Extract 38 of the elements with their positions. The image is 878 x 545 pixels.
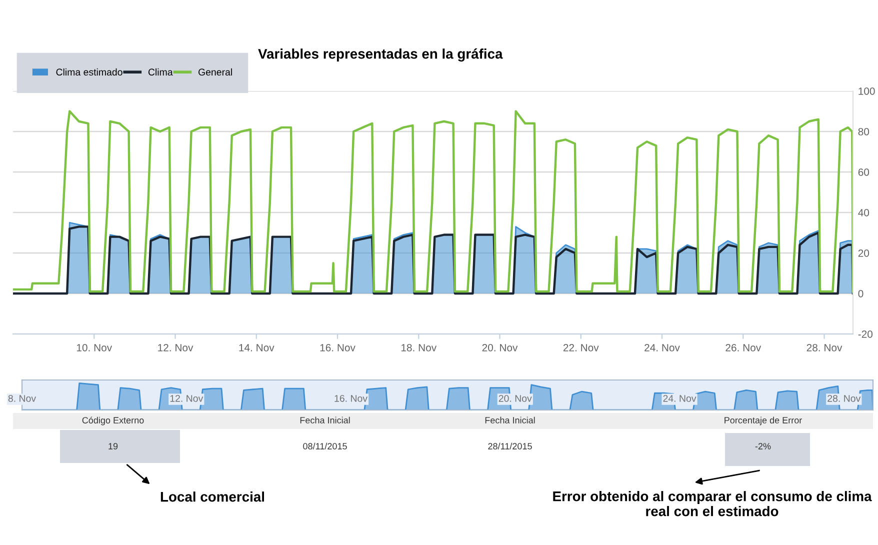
- line-series: [13, 110, 853, 293]
- x-tick-label: 10. Nov: [76, 344, 112, 352]
- y-tick-label: 0: [858, 290, 864, 298]
- category-label: Código Externo: [82, 416, 144, 426]
- y-tick-label: -20: [858, 330, 873, 338]
- legend-label: Clima estimado: [56, 68, 122, 76]
- legend-label: Clima: [148, 68, 173, 76]
- text: Variables representadas en la gráfica: [258, 48, 503, 62]
- y-tick-label: 20: [858, 250, 870, 257]
- x-tick-label: 8. Nov: [8, 394, 36, 402]
- x-tick-label: 28. Nov: [828, 394, 861, 402]
- text: Local comercial: [160, 492, 264, 502]
- text: 08/11/2015: [303, 442, 347, 450]
- x-tick-label: 12. Nov: [170, 394, 204, 402]
- text: 28/11/2015: [488, 442, 532, 450]
- x-tick-label: 20. Nov: [498, 394, 532, 402]
- x-tick-label: 20. Nov: [482, 344, 518, 352]
- y-tick-label: 40: [858, 209, 870, 216]
- category-label: Porcentaje de Error: [724, 416, 802, 426]
- text: 19: [108, 443, 118, 450]
- legend-label: General: [198, 68, 232, 76]
- x-tick-label: 26. Nov: [726, 344, 762, 352]
- x-tick-label: 28. Nov: [806, 344, 842, 352]
- x-tick-label: 16. Nov: [320, 344, 356, 352]
- x-tick-label: 12. Nov: [158, 344, 194, 352]
- x-tick-label: 14. Nov: [239, 344, 274, 352]
- text: -2%: [755, 443, 771, 450]
- category-label: Fecha Inicial: [300, 416, 350, 424]
- y-tick-label: 60: [858, 168, 870, 176]
- y-tick-label: 80: [858, 128, 870, 136]
- x-tick-label: 18. Nov: [401, 344, 437, 352]
- x-tick-label: 16. Nov: [334, 394, 368, 402]
- x-tick-label: 22. Nov: [563, 344, 599, 352]
- x-tick-label: 24. Nov: [663, 394, 696, 402]
- category-label: Fecha Inicial: [485, 416, 535, 424]
- text: Error obtenido al comparar el consumo de clima real con el estimado: [553, 491, 872, 516]
- x-tick-label: 24. Nov: [644, 344, 680, 352]
- y-tick-label: 100: [858, 88, 875, 95]
